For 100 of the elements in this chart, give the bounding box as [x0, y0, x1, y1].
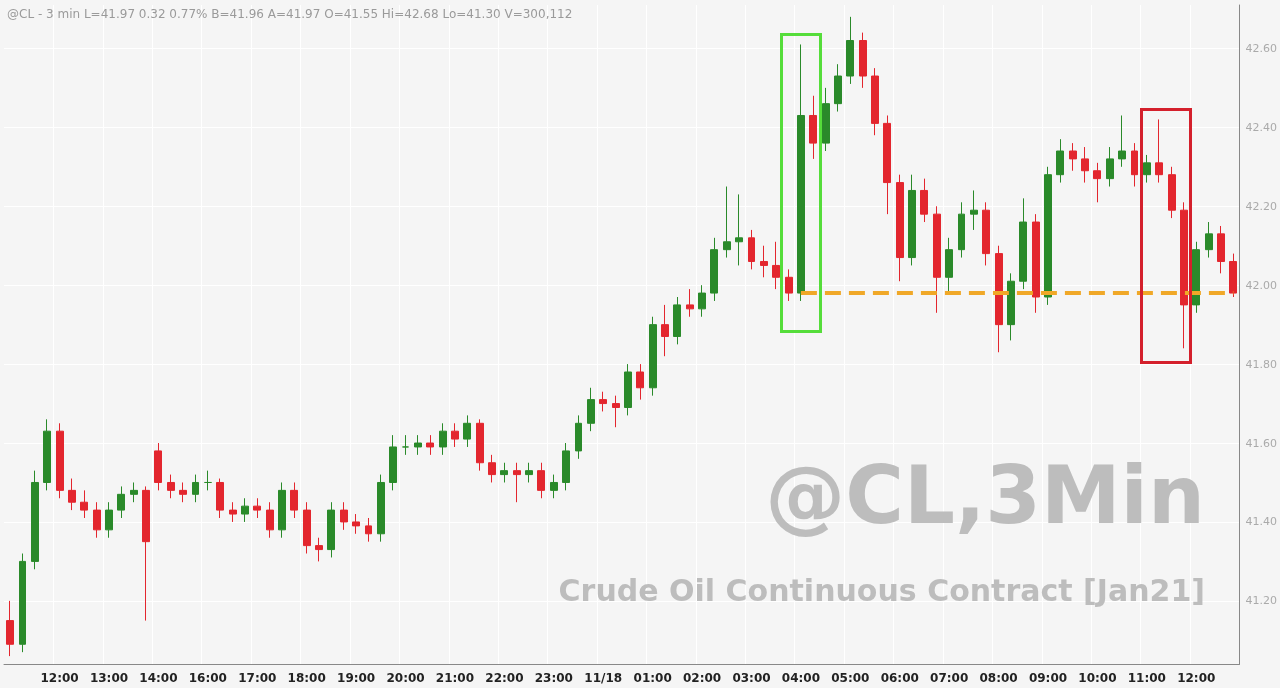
- candlestick: [476, 418, 484, 472]
- x-tick-label: 05:00: [831, 671, 870, 685]
- candlestick: [1019, 197, 1027, 290]
- candlestick: [636, 363, 644, 401]
- candlestick: [389, 434, 397, 491]
- candlestick: [661, 304, 669, 357]
- candlestick: [982, 201, 990, 266]
- candlestick: [130, 481, 138, 503]
- y-tick-label: 41.60: [1245, 436, 1278, 450]
- candlestick: [834, 63, 842, 113]
- candlestick: [797, 43, 805, 302]
- candlestick: [525, 462, 533, 483]
- candlestick: [599, 391, 607, 412]
- x-tick-label: 04:00: [781, 671, 821, 685]
- candlestick: [68, 478, 76, 511]
- candlestick: [192, 474, 199, 503]
- candlestick: [303, 501, 311, 555]
- y-tick-label: 42.40: [1245, 120, 1278, 134]
- x-tick-label: 12:00: [40, 671, 79, 685]
- candlestick: [1069, 142, 1077, 172]
- candlestick: [439, 422, 447, 456]
- candlestick: [6, 600, 14, 657]
- candlestick: [958, 201, 965, 259]
- x-tick-label: 09:00: [1028, 671, 1068, 685]
- candlestick: [649, 316, 657, 397]
- x-tick-label: 21:00: [435, 671, 475, 685]
- candlestick: [488, 454, 496, 483]
- candlestick: [945, 237, 953, 294]
- candlestick: [871, 67, 879, 136]
- x-tick-label: 19:00: [337, 671, 376, 685]
- candlestick: [229, 501, 237, 523]
- x-tick-label: 01:00: [633, 671, 672, 685]
- text: @CL,3Min: [765, 448, 1206, 542]
- y-tick-label: 42.20: [1245, 199, 1278, 213]
- candlestick: [340, 501, 348, 531]
- candlestick: [785, 268, 793, 302]
- candlestick: [56, 422, 64, 499]
- candlestick: [562, 442, 570, 491]
- y-tick-label: 41.40: [1245, 515, 1278, 529]
- x-tick-label: 10:00: [1078, 671, 1117, 685]
- y-tick-label: 42.60: [1245, 41, 1278, 55]
- candlestick: [908, 174, 916, 266]
- annotation: @CL - 3 min L=41.97 0.32 0.77% B=41.96 A=41.97 O=41.55 Hi=42.68 Lo=41.30 V=300,112: [7, 7, 573, 21]
- candlestick: [809, 95, 817, 160]
- candlestick: [167, 474, 175, 499]
- candlestick: [970, 189, 978, 231]
- candlestick: [241, 497, 249, 523]
- candlestick: [1093, 162, 1101, 203]
- x-tick-label: 03:00: [732, 671, 771, 685]
- candlestick: [426, 434, 434, 456]
- text: Crude Oil Continuous Contract [Jan21]: [558, 572, 1205, 608]
- candlestick: [500, 462, 508, 483]
- candlestick: [587, 387, 595, 432]
- candlestick: [1168, 166, 1176, 219]
- candlestick: [1118, 114, 1126, 168]
- candlestick: [859, 32, 867, 89]
- x-tick-label: 06:00: [880, 671, 919, 685]
- candlestick: [822, 87, 830, 152]
- candlestick: [204, 470, 212, 491]
- candlestick: [537, 462, 545, 499]
- candlestick: [723, 186, 731, 259]
- x-tick-label: 13:00: [89, 671, 129, 685]
- candlestick: [698, 284, 706, 318]
- x-tick-label: 18:00: [287, 671, 326, 685]
- candlestick: [1229, 253, 1237, 298]
- candlestick: [735, 193, 743, 266]
- candlestick: [117, 485, 125, 519]
- candlestick: [327, 501, 335, 558]
- candlestick: [216, 478, 224, 519]
- candlestick: [1217, 225, 1225, 274]
- y-tick-label: 42.00: [1245, 278, 1278, 292]
- candlestick: [1205, 221, 1213, 259]
- candlestick: [1081, 146, 1089, 184]
- y-tick-label: 41.80: [1245, 357, 1278, 371]
- candlestick: [142, 485, 150, 622]
- candlestick: [612, 395, 620, 428]
- candlestick: [402, 434, 409, 456]
- candlestick: [1143, 154, 1151, 184]
- candlestick: [414, 434, 422, 456]
- x-tick-label: 12:00: [1177, 671, 1216, 685]
- x-tick-label: 17:00: [238, 671, 277, 685]
- candlestick: [896, 174, 904, 282]
- candlestick: [43, 418, 51, 491]
- x-tick-label: 11:00: [1127, 671, 1166, 685]
- candlestick: [105, 501, 113, 539]
- x-tick-label: 02:00: [682, 671, 722, 685]
- x-tick-label: 14:00: [139, 671, 178, 685]
- candlestick: [278, 481, 286, 539]
- candlestick: [179, 481, 187, 503]
- candlestick: [624, 363, 632, 416]
- candlestick: [19, 553, 26, 653]
- candlestick: [31, 470, 39, 570]
- candlestick: [748, 229, 755, 270]
- x-tick-label: 07:00: [930, 671, 969, 685]
- candlestick: [1007, 272, 1015, 341]
- x-tick-label: 11/18: [584, 671, 623, 685]
- candlestick: [550, 474, 558, 499]
- candlestick: [1155, 118, 1163, 184]
- candlestick: [686, 288, 694, 318]
- candlestick: [673, 296, 681, 345]
